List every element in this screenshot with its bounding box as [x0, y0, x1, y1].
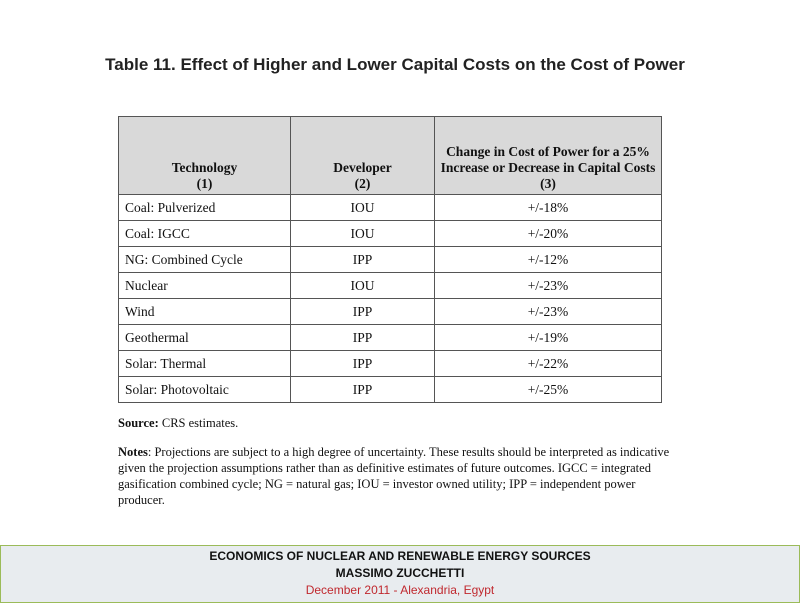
table-row: Solar: Thermal IPP +/-22% [118, 350, 662, 377]
technology-cell: Solar: Photovoltaic [118, 376, 291, 403]
slide-footer: ECONOMICS OF NUCLEAR AND RENEWABLE ENERG… [0, 545, 800, 603]
notes-text: : Projections are subject to a high degr… [118, 445, 670, 507]
table-row: Geothermal IPP +/-19% [118, 324, 662, 351]
header-number: (1) [196, 176, 213, 191]
developer-cell: IPP [290, 246, 435, 273]
developer-cell: IPP [290, 298, 435, 325]
developer-cell: IPP [290, 324, 435, 351]
header-technology: Technology (1) [118, 116, 291, 195]
header-label: Technology [171, 160, 238, 175]
source-note: Source: CRS estimates. [118, 416, 238, 431]
developer-cell: IOU [290, 272, 435, 299]
source-label: Source: [118, 416, 159, 430]
header-label: Developer [333, 160, 392, 175]
technology-cell: Nuclear [118, 272, 291, 299]
developer-cell: IOU [290, 194, 435, 221]
technology-cell: Wind [118, 298, 291, 325]
header-label: Change in Cost of Power for a 25% Increa… [440, 144, 656, 175]
technology-cell: Coal: Pulverized [118, 194, 291, 221]
change-cell: +/-25% [434, 376, 662, 403]
source-text: CRS estimates. [158, 416, 239, 430]
change-cell: +/-22% [434, 350, 662, 377]
table-row: Wind IPP +/-23% [118, 298, 662, 325]
technology-cell: Geothermal [118, 324, 291, 351]
developer-cell: IPP [290, 376, 435, 403]
change-cell: +/-20% [434, 220, 662, 247]
table-row: Nuclear IOU +/-23% [118, 272, 662, 299]
technology-cell: Solar: Thermal [118, 350, 291, 377]
footer-course-title: ECONOMICS OF NUCLEAR AND RENEWABLE ENERG… [209, 549, 591, 563]
change-cell: +/-23% [434, 298, 662, 325]
notes-label: Notes [118, 445, 148, 459]
table-row: NG: Combined Cycle IPP +/-12% [118, 246, 662, 273]
header-number: (2) [354, 176, 371, 191]
footer-date-location: December 2011 - Alexandria, Egypt [305, 583, 495, 597]
header-change: Change in Cost of Power for a 25% Increa… [434, 116, 662, 195]
change-cell: +/-12% [434, 246, 662, 273]
change-cell: +/-19% [434, 324, 662, 351]
capital-costs-table: Technology (1) Developer (2) Change in Cos… [118, 116, 662, 403]
header-developer: Developer (2) [290, 116, 435, 195]
table-row: Coal: Pulverized IOU +/-18% [118, 194, 662, 221]
change-cell: +/-18% [434, 194, 662, 221]
notes: Notes: Projections are subject to a high… [118, 444, 678, 508]
developer-cell: IOU [290, 220, 435, 247]
technology-cell: Coal: IGCC [118, 220, 291, 247]
developer-cell: IPP [290, 350, 435, 377]
footer-author: MASSIMO ZUCCHETTI [335, 566, 465, 580]
change-cell: +/-23% [434, 272, 662, 299]
table-row: Solar: Photovoltaic IPP +/-25% [118, 376, 662, 403]
table-title: Table 11. Effect of Higher and Lower Cap… [105, 55, 685, 74]
technology-cell: NG: Combined Cycle [118, 246, 291, 273]
table-row: Coal: IGCC IOU +/-20% [118, 220, 662, 247]
header-number: (3) [540, 176, 556, 191]
